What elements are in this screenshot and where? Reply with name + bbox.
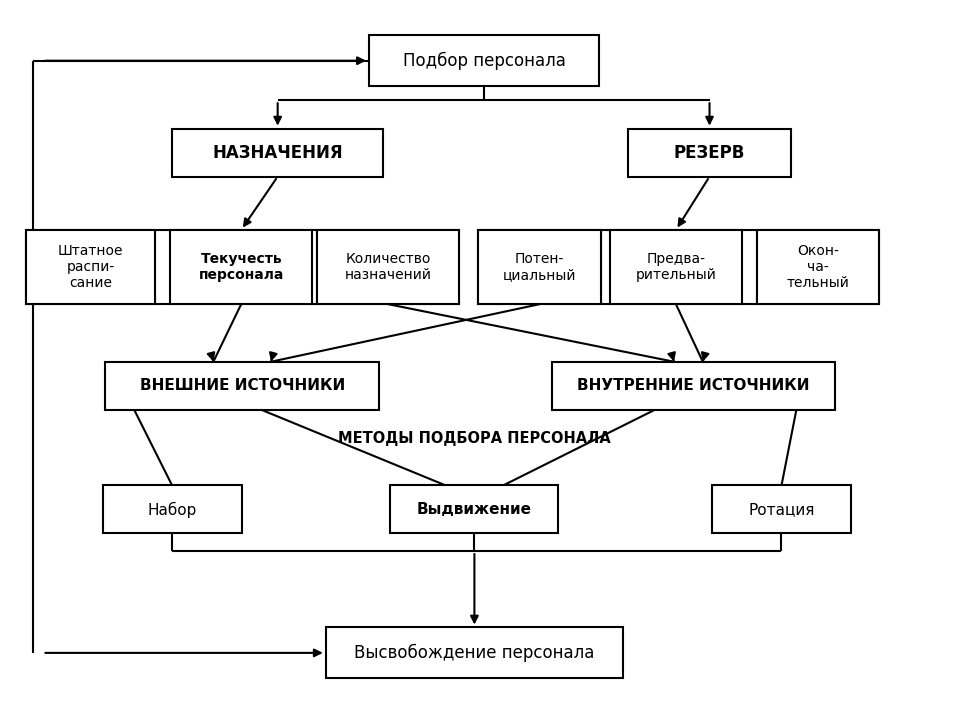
Text: Подбор персонала: Подбор персонала	[403, 51, 565, 70]
Bar	[628, 129, 791, 177]
Text: Окон-
ча-
тельный: Окон- ча- тельный	[787, 244, 849, 290]
Bar	[170, 230, 313, 304]
Text: Набор: Набор	[147, 501, 197, 518]
Text: Количество
назначений: Количество назначений	[345, 252, 432, 282]
Bar	[106, 362, 378, 410]
Bar	[26, 230, 459, 304]
Bar	[757, 230, 879, 304]
Bar	[552, 362, 834, 410]
Text: ВНУТРЕННИЕ ИСТОЧНИКИ: ВНУТРЕННИЕ ИСТОЧНИКИ	[577, 378, 809, 393]
Text: Ротация: Ротация	[748, 502, 815, 517]
Text: Потен-
циальный: Потен- циальный	[503, 252, 576, 282]
Bar	[390, 485, 559, 533]
Text: НАЗНАЧЕНИЯ: НАЗНАЧЕНИЯ	[212, 144, 343, 162]
Bar	[317, 230, 459, 304]
Text: РЕЗЕРВ: РЕЗЕРВ	[674, 144, 745, 162]
Text: Текучесть
персонала: Текучесть персонала	[198, 252, 284, 282]
Bar	[172, 129, 383, 177]
Bar	[325, 628, 623, 679]
Bar	[26, 230, 155, 304]
Text: Предва-
рительный: Предва- рительный	[636, 252, 716, 282]
Bar	[610, 230, 742, 304]
Text: ВНЕШНИЕ ИСТОЧНИКИ: ВНЕШНИЕ ИСТОЧНИКИ	[139, 378, 345, 393]
Text: Штатное
распи-
сание: Штатное распи- сание	[58, 244, 123, 290]
Text: Высвобождение персонала: Высвобождение персонала	[354, 644, 594, 662]
Bar	[103, 485, 242, 533]
Bar	[478, 230, 879, 304]
Bar	[478, 230, 601, 304]
Bar	[711, 485, 851, 533]
Text: МЕТОДЫ ПОДБОРА ПЕРСОНАЛА: МЕТОДЫ ПОДБОРА ПЕРСОНАЛА	[338, 431, 611, 446]
Bar	[369, 35, 599, 86]
Text: Выдвижение: Выдвижение	[417, 502, 531, 517]
